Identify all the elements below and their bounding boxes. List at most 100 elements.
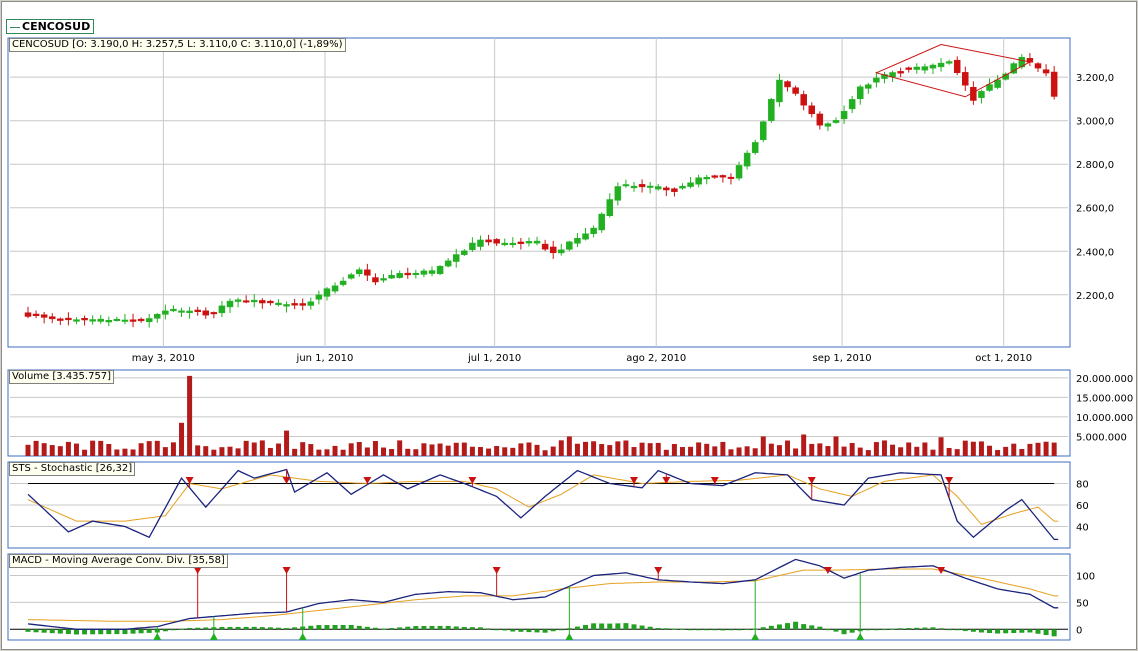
- macd-histogram-bar: [987, 629, 993, 634]
- candle-up: [396, 270, 403, 279]
- volume-bar: [970, 441, 976, 456]
- volume-bar: [914, 446, 920, 456]
- volume-bar: [389, 449, 395, 456]
- macd-histogram-bar: [187, 627, 193, 630]
- stochastic-signal-line: [27, 474, 1059, 525]
- volume-bar: [922, 442, 928, 456]
- candle-up: [574, 232, 581, 248]
- volume-bar: [170, 442, 176, 456]
- macd-histogram-bar: [437, 625, 443, 630]
- candle-down: [267, 299, 274, 306]
- macd-buy-marker: [856, 633, 865, 640]
- macd-histogram-bar: [1035, 629, 1041, 634]
- macd-histogram-bar: [364, 626, 370, 630]
- volume-bar: [437, 443, 443, 456]
- volume-bar: [906, 442, 912, 456]
- volume-bar: [413, 449, 419, 456]
- candle-up: [751, 139, 759, 155]
- macd-histogram-bar: [671, 628, 677, 630]
- candle-up: [598, 212, 605, 233]
- volume-bar: [243, 440, 249, 456]
- macd-histogram-bar: [962, 629, 968, 632]
- volume-bar: [98, 440, 104, 456]
- x-tick-label: sep 1, 2010: [813, 353, 872, 364]
- macd-histogram-bar: [623, 623, 629, 630]
- macd-histogram-bar: [922, 627, 928, 630]
- candle-down: [663, 185, 670, 197]
- volume-bar: [348, 443, 354, 456]
- macd-histogram-bar: [33, 629, 39, 633]
- volume-bar: [227, 446, 233, 456]
- volume-bar: [106, 443, 112, 456]
- macd-histogram-bar: [720, 629, 726, 631]
- volume-bar: [154, 440, 160, 456]
- candle-down: [404, 267, 412, 279]
- candle-up: [315, 290, 323, 305]
- sell-signal-marker: [185, 477, 194, 484]
- volume-bar: [25, 444, 31, 456]
- candle-up: [89, 315, 96, 325]
- macd-buy-marker: [298, 633, 307, 640]
- candle-down: [485, 234, 492, 246]
- macd-label: MACD - Moving Average Conv. Div. [35,58]: [9, 554, 228, 568]
- candle-down: [711, 174, 719, 179]
- volume-bar: [752, 448, 758, 456]
- volume-bar: [873, 442, 879, 456]
- volume-bar: [881, 440, 887, 456]
- volume-bar: [566, 436, 572, 456]
- macd-histogram-bar: [849, 629, 855, 633]
- macd-histogram-bar: [486, 628, 492, 630]
- volume-bar: [324, 449, 330, 456]
- macd-histogram-bar: [41, 629, 47, 633]
- macd-histogram-bar: [1019, 629, 1025, 633]
- volume-bar: [275, 443, 281, 456]
- candle-up: [566, 240, 573, 252]
- candle-up: [735, 161, 743, 181]
- macd-y-tick-label: 0: [1076, 625, 1082, 636]
- volume-bar: [978, 441, 984, 456]
- candle-up: [162, 304, 169, 320]
- candle-down: [137, 317, 145, 323]
- macd-buy-marker: [751, 633, 760, 640]
- candle-up: [533, 236, 541, 246]
- candle-up: [525, 237, 533, 247]
- volume-bar: [663, 449, 669, 456]
- volume-bar: [760, 436, 766, 456]
- volume-bar: [817, 443, 823, 456]
- macd-histogram-bar: [259, 627, 265, 630]
- candle-up: [614, 182, 622, 206]
- candle-up: [339, 277, 347, 287]
- volume-bar: [785, 440, 791, 456]
- symbol-legend: CENCOSUD: [6, 19, 95, 34]
- candle-up: [1010, 61, 1018, 75]
- macd-histogram-bar: [946, 629, 952, 631]
- volume-bar: [954, 449, 960, 456]
- candle-up: [73, 317, 80, 325]
- candle-down: [364, 263, 371, 281]
- macd-histogram-bar: [881, 629, 887, 631]
- stochastic-y-tick-label: 60: [1076, 501, 1089, 512]
- candle-up: [428, 266, 436, 277]
- candle-up: [283, 301, 290, 313]
- macd-histogram-bar: [494, 629, 500, 631]
- macd-histogram-bar: [98, 629, 104, 635]
- volume-bar: [639, 442, 645, 456]
- volume-bar: [267, 447, 273, 456]
- volume-bar: [138, 443, 144, 456]
- candle-down: [1042, 64, 1050, 77]
- candle-down: [808, 102, 816, 118]
- volume-bar: [82, 449, 88, 456]
- macd-histogram-bar: [332, 625, 338, 630]
- candle-up: [695, 174, 702, 188]
- macd-histogram-bar: [138, 629, 144, 634]
- volume-bar: [647, 443, 653, 456]
- candle-up: [840, 105, 848, 124]
- macd-histogram-bar: [914, 627, 920, 630]
- x-tick-label: may 3, 2010: [132, 353, 195, 364]
- volume-bar: [809, 443, 815, 456]
- candle-up: [105, 316, 113, 327]
- macd-sell-marker: [492, 567, 501, 574]
- macd-histogram-bar: [591, 623, 597, 630]
- macd-histogram-bar: [146, 629, 152, 633]
